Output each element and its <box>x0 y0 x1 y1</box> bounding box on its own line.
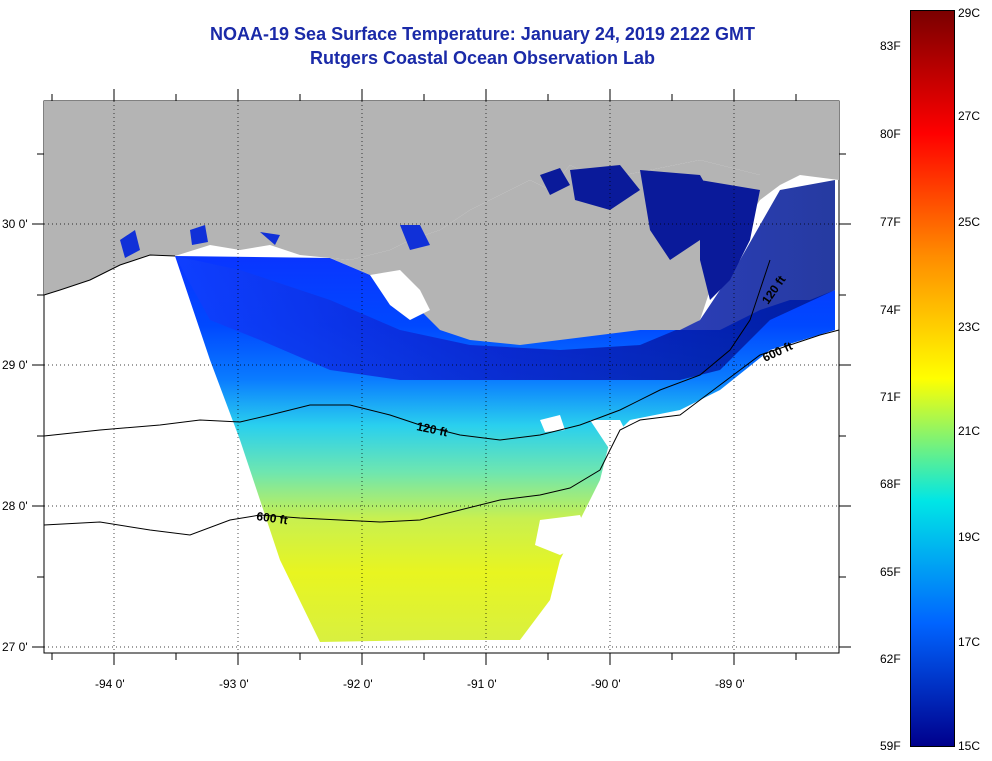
colorbar-label-c: 21C <box>958 424 981 438</box>
contour-label-600ft: 600 ft <box>256 509 289 527</box>
contour-120ft <box>43 259 771 441</box>
coastal-cold-water <box>175 180 835 380</box>
colorbar-label-f: 74F <box>880 303 901 317</box>
colorbar-label-c: 25C <box>958 215 981 229</box>
lon-tick-label: -91 0' <box>467 677 497 691</box>
lat-tick-label: 29 0' <box>2 358 28 372</box>
colorbar-label-c: 15C <box>958 739 981 753</box>
colorbar-label-f: 62F <box>880 652 901 666</box>
colorbar-label-f: 77F <box>880 215 901 229</box>
contour-label-120ft: 120 ft <box>415 419 449 439</box>
lon-tick-label: -92 0' <box>343 677 373 691</box>
lat-tick-label: 28 0' <box>2 499 28 513</box>
contour-600ft <box>43 329 840 536</box>
colorbar-label-f: 80F <box>880 127 901 141</box>
lon-tick-label: -93 0' <box>219 677 249 691</box>
lat-tick-label: 27 0' <box>2 640 28 654</box>
colorbar-label-c: 27C <box>958 109 981 123</box>
colorbar-label-f: 83F <box>880 39 901 53</box>
colorbar-label-c: 29C <box>958 6 981 20</box>
colorbar-label-f: 59F <box>880 739 901 753</box>
lon-tick-label: -89 0' <box>715 677 745 691</box>
colorbar-label-f: 65F <box>880 565 901 579</box>
land-mass <box>44 101 839 295</box>
graticule <box>44 101 839 653</box>
lon-tick-label: -94 0' <box>95 677 125 691</box>
lon-tick-label: -90 0' <box>591 677 621 691</box>
map-subtitle: Rutgers Coastal Ocean Observation Lab <box>309 48 656 68</box>
colorbar-label-f: 68F <box>880 477 901 491</box>
map-title: NOAA-19 Sea Surface Temperature: January… <box>210 24 755 44</box>
colorbar-label-c: 17C <box>958 635 981 649</box>
temperature-colorbar <box>910 10 955 747</box>
frame-ticks <box>32 89 851 665</box>
lat-tick-label: 30 0' <box>2 217 28 231</box>
colorbar-label-c: 19C <box>958 530 981 544</box>
colorbar-label-c: 23C <box>958 320 981 334</box>
colorbar-label-f: 71F <box>880 390 901 404</box>
